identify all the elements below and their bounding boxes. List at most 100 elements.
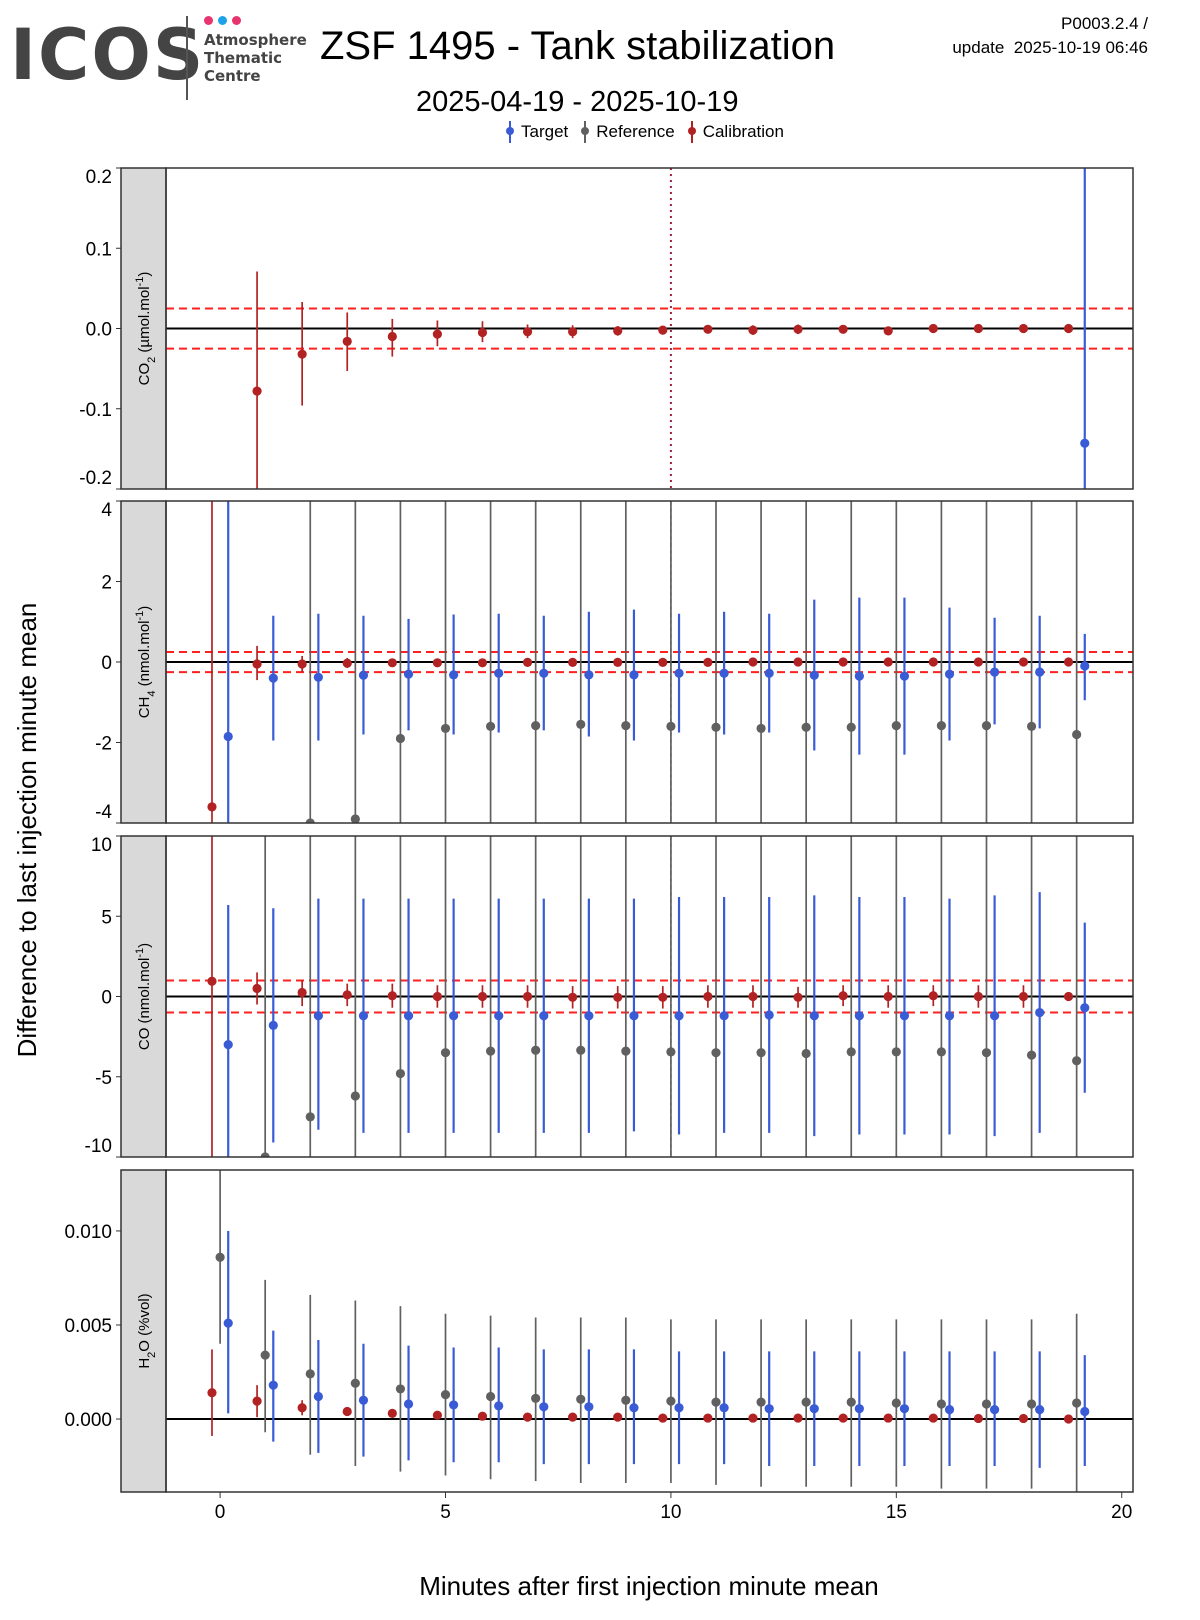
strip-label-close: ) [136,272,153,277]
target-point [1080,1406,1090,1417]
target-point [989,1011,1000,1021]
logo-subtitle-line: Centre [204,67,261,85]
calibration-point [1063,991,1074,1002]
plot-layer [166,1170,1133,1492]
facet-strip [120,835,167,1158]
strip-label-close: ) [136,606,153,611]
panel-border [165,167,1134,490]
target-point [494,1401,504,1411]
calibration-point [207,802,217,812]
target-point [674,1403,684,1413]
calibration-point [568,327,578,337]
target-point [1080,1003,1090,1013]
target-point [268,1020,278,1030]
calibration-point [1063,657,1074,667]
target-point [358,1011,369,1021]
y-tick-label: -10 [85,1136,112,1157]
reference-point [711,1048,721,1058]
y-tick-label: -2 [95,734,112,755]
y-axis-title: Difference to last injection minute mean [12,603,42,1058]
calibration-point [658,1413,668,1423]
reference-point [440,1389,451,1400]
calibration-point [973,991,983,1002]
legend-target-label: Target [521,122,569,141]
calibration-point [748,991,758,1002]
x-tick-label: 10 [660,1502,681,1523]
reference-point [756,1048,766,1058]
logo-dot [204,16,213,25]
target-point [629,670,639,680]
x-tick-label: 0 [215,1502,226,1523]
target-point [854,1011,864,1021]
target-point [403,1011,414,1021]
target-point [719,668,729,678]
facet-strip-label: CH4 (nmol.mol-1) [134,606,158,719]
calibration-point [432,991,442,1002]
target-point [449,670,459,680]
target-point [268,1380,278,1390]
calibration-point [522,1412,533,1422]
target-point [854,1404,864,1414]
calibration-point [252,386,262,396]
strip-label-unit: O (%vol) [136,1293,153,1351]
reference-point [711,1397,721,1407]
panel-border [165,835,1134,1158]
target-point [584,1402,594,1412]
version-label: P0003.2.4 / [1061,14,1148,33]
target-point [449,1400,459,1410]
reference-point [395,1068,406,1079]
strip-label-sub: 4 [146,691,158,697]
reference-point [395,1384,406,1394]
target-point [539,1011,549,1021]
reference-point [305,1112,315,1122]
logo-subtitle-line: Atmosphere [204,31,307,49]
calibration-point [1063,323,1074,334]
calibration-point [342,1406,352,1417]
reference-point [936,1047,947,1057]
reference-point [666,1047,676,1057]
target-point [764,1404,774,1414]
logo-subtitle: Atmosphere Thematic Centre [204,31,307,85]
plot-layer [166,168,1133,489]
target-point [989,667,1000,677]
reference-point [395,733,406,744]
calibration-point [297,349,307,359]
legend-target-icon [505,121,515,143]
target-point [899,671,910,681]
target-point [313,672,323,682]
calibration-point [748,1413,758,1423]
calibration-point [703,991,713,1002]
y-tick-label: 0.010 [64,1222,112,1243]
calibration-point [703,657,713,668]
calibration-point [387,658,397,668]
plot-layer [166,501,1133,823]
target-point [629,1011,639,1021]
facet-strip-label: CO (nmol.mol-1) [134,943,153,1050]
reference-point [576,1045,586,1055]
target-point [1080,438,1090,448]
y-tick-label: 5 [101,907,112,928]
calibration-point [973,323,983,334]
strip-label-sup: -1 [134,948,146,958]
logo-text: ICOS [10,14,206,96]
calibration-point [1018,991,1029,1002]
strip-label-sup: -1 [134,277,146,287]
calibration-point [568,657,578,668]
calibration-point [432,1410,442,1420]
target-point [944,1011,955,1021]
target-point [944,669,955,679]
calibration-point [793,657,803,667]
strip-label-sub: 2 [146,1352,158,1358]
calibration-point [613,992,623,1002]
calibration-point [387,991,397,1001]
calibration-point [252,1396,262,1406]
panel-2: CO (nmol.mol-1) 10 5 0 -5 -10 [85,835,1134,1158]
reference-point [936,1399,947,1409]
strip-label-main: CO [136,1028,153,1051]
reference-point [350,814,360,823]
calibration-point [658,657,668,668]
target-point [1035,1405,1045,1415]
strip-label-unit: (nmol.mol [136,620,153,690]
calibration-point [477,991,488,1002]
